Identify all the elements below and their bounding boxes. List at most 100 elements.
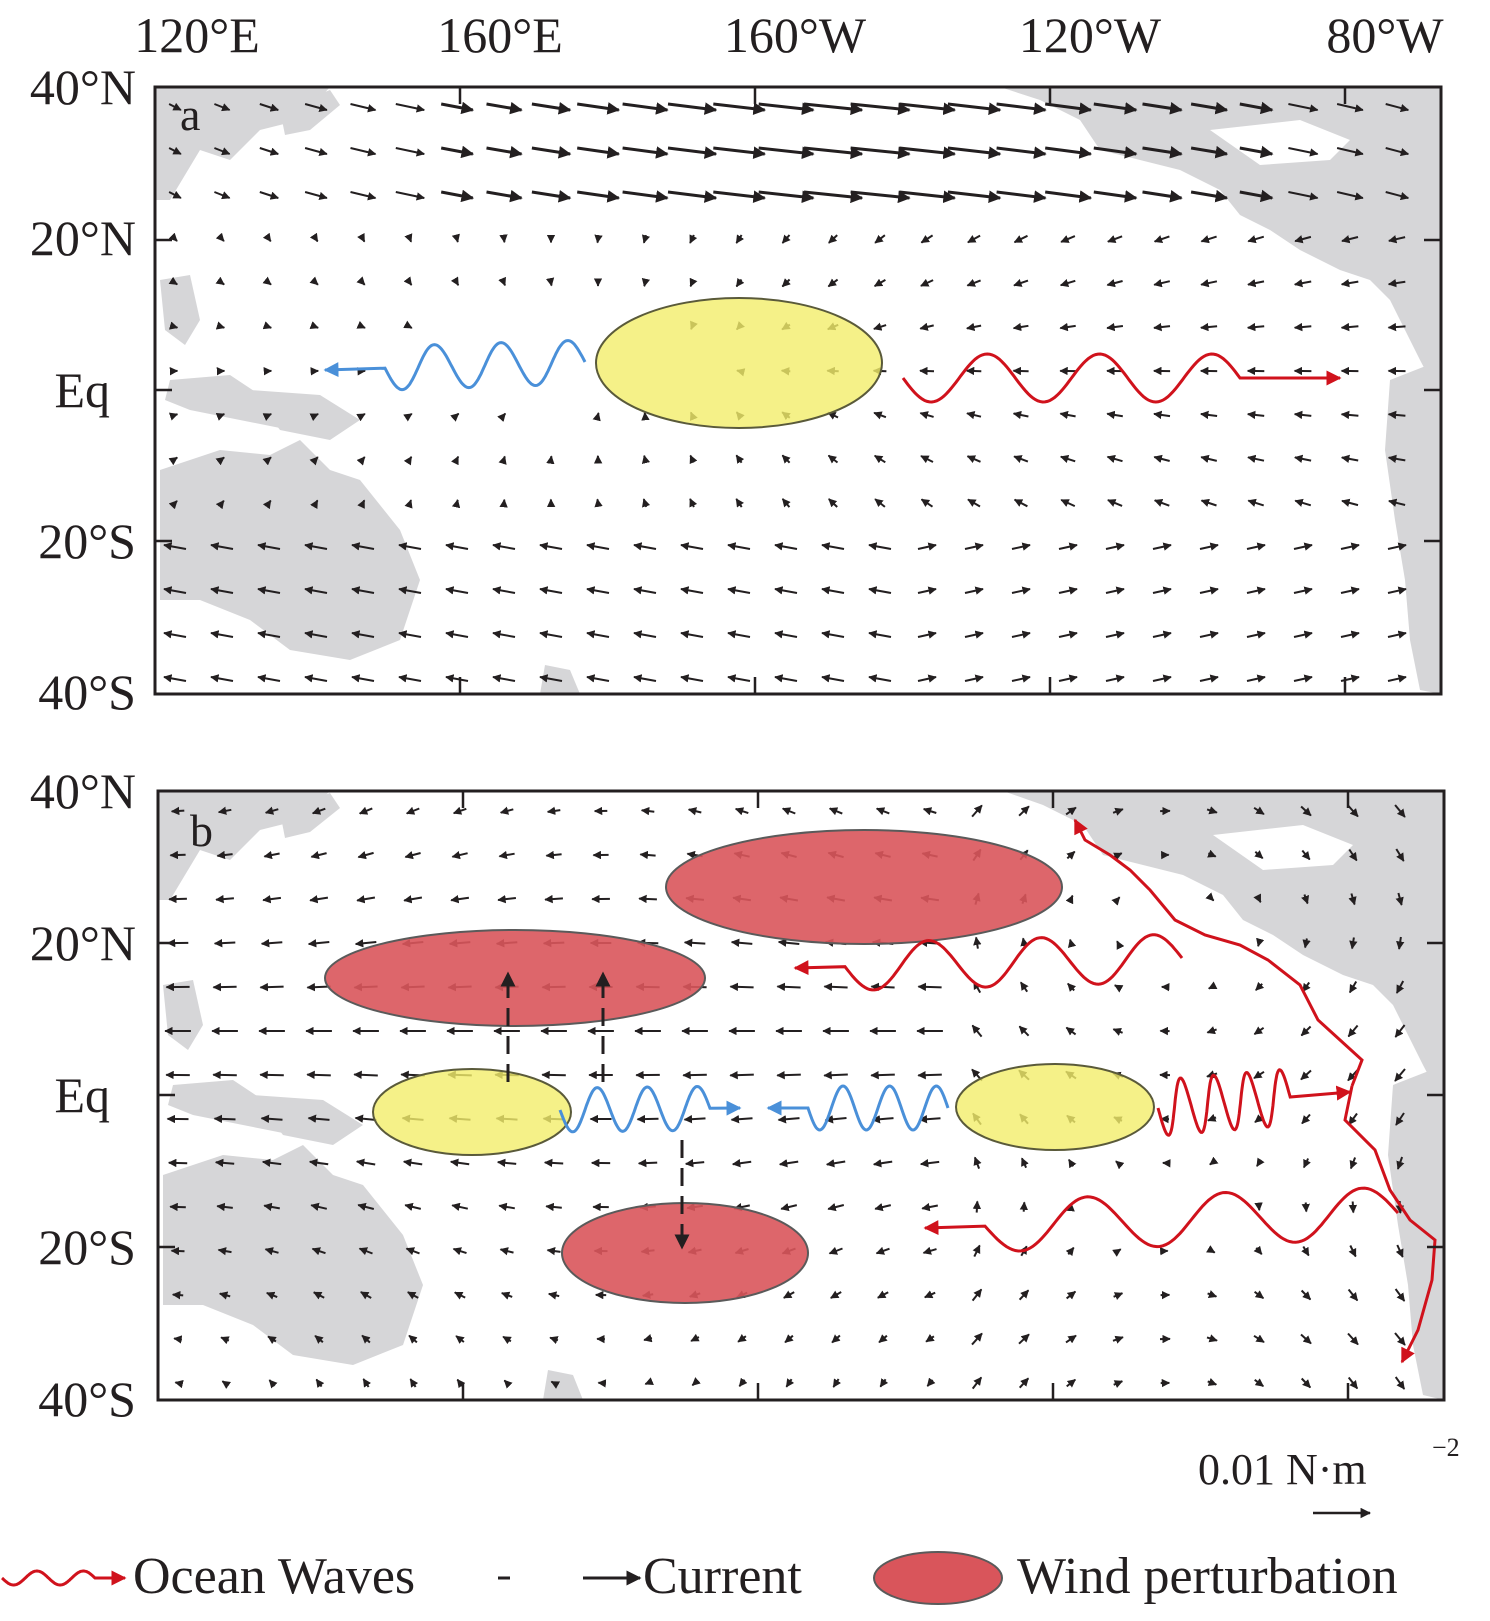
wind-vector <box>1394 1068 1406 1082</box>
wind-vector <box>778 1159 799 1168</box>
wind-vector <box>827 454 839 464</box>
wind-vector <box>1199 674 1219 683</box>
wind-vector <box>875 1246 890 1255</box>
wind-vector <box>168 456 178 466</box>
wind-vector <box>922 807 937 816</box>
wind-vector <box>1059 454 1076 464</box>
wind-vector <box>1142 146 1183 159</box>
wind-vector <box>689 234 698 244</box>
wind-vector <box>828 234 838 244</box>
wind-vector <box>633 674 657 683</box>
wind-vector <box>920 455 934 464</box>
wind-vector <box>680 630 704 639</box>
wind-vector <box>455 1335 465 1344</box>
wind-vector <box>713 102 766 115</box>
wind-vector <box>1300 1025 1312 1037</box>
wind-vector <box>967 234 981 244</box>
wind-vector <box>735 234 745 244</box>
wind-vector <box>781 454 791 464</box>
wind-vector <box>1114 984 1124 993</box>
wind-vector <box>214 1158 235 1168</box>
wind-vector <box>1294 235 1312 244</box>
wind-vector <box>503 1379 513 1389</box>
wind-vector <box>1112 1248 1122 1257</box>
wind-vector <box>310 850 327 860</box>
wind-vector <box>1153 410 1171 420</box>
wind-vector <box>1347 1376 1359 1390</box>
wind-vector <box>873 454 886 464</box>
wind-vector <box>1387 542 1407 551</box>
wind-vector <box>1300 1289 1312 1301</box>
wind-vector <box>1058 542 1078 551</box>
panel-b-lat-axis: 40°N 20°N Eq 20°S 40°S <box>30 763 136 1427</box>
wind-vector <box>350 191 377 201</box>
wind-vector <box>404 1202 422 1211</box>
wind-vector <box>398 674 422 683</box>
wind-vector <box>917 586 937 595</box>
wind-vector <box>780 1203 798 1212</box>
wind-vector <box>356 276 366 286</box>
wind-vector <box>821 586 845 595</box>
wind-vector <box>168 232 178 242</box>
wind-vector <box>309 276 319 286</box>
wind-vector <box>966 322 982 332</box>
wind-vector <box>874 498 886 508</box>
wind-vector <box>539 674 563 683</box>
wind-vector <box>1336 147 1364 157</box>
wind-vector <box>735 498 744 508</box>
wind-vector <box>1347 1332 1359 1346</box>
panel-a-blue-wave <box>323 339 587 392</box>
wind-vector <box>1340 454 1359 463</box>
wind-vector <box>259 982 284 992</box>
wind-vector <box>168 500 178 510</box>
wind-vector <box>1394 1024 1406 1038</box>
wind-vector <box>1293 279 1312 288</box>
wind-vector <box>1341 235 1359 244</box>
wind-vector <box>499 498 508 508</box>
wind-vector <box>357 1202 375 1211</box>
wind-vector <box>781 234 791 244</box>
wind-vector <box>667 190 718 203</box>
wind-vector <box>549 1336 559 1345</box>
wind-vector <box>1293 674 1313 683</box>
wind-vector <box>539 542 563 551</box>
wind-vector <box>926 1377 936 1387</box>
wind-vector <box>731 1159 752 1168</box>
wind-vector <box>404 499 413 509</box>
panel-a-lat-40s: 40°S <box>38 664 136 720</box>
wind-vector <box>1246 674 1266 683</box>
wind-vector <box>1105 586 1125 595</box>
panel-b-yellow-ellipse-west <box>372 1068 572 1156</box>
wind-vector <box>1153 498 1170 507</box>
wind-vector <box>403 895 423 904</box>
wind-vector <box>1059 410 1076 420</box>
wind-vector <box>306 982 331 992</box>
wind-vector <box>210 674 234 683</box>
wind-vector <box>1293 630 1313 639</box>
wind-vector <box>306 1070 331 1080</box>
wind-vector <box>220 1336 230 1345</box>
wind-vector <box>217 806 232 815</box>
wind-vector <box>403 456 413 466</box>
wind-vector <box>920 498 934 508</box>
wind-vector <box>501 1291 513 1300</box>
wind-vector <box>304 586 328 595</box>
wind-vector <box>1340 542 1360 551</box>
panel-a-yellow-ellipse <box>595 297 883 429</box>
wind-vector <box>730 938 753 947</box>
wind-vector <box>531 146 572 159</box>
wind-vector <box>1387 674 1407 683</box>
wind-vector <box>1348 1245 1357 1258</box>
wind-vector <box>917 982 942 992</box>
wind-vector <box>215 500 225 510</box>
wind-vector <box>356 895 376 904</box>
wind-vector <box>868 630 892 639</box>
wind-vector <box>1385 191 1410 201</box>
wind-vector <box>314 1335 324 1344</box>
legend-ocean-waves-label: Ocean Waves <box>133 1548 415 1605</box>
wind-vector <box>1106 279 1123 288</box>
wind-vector <box>1065 1290 1077 1300</box>
wind-vector <box>920 234 934 244</box>
wind-vector <box>1206 1334 1218 1343</box>
wind-vector <box>497 894 517 904</box>
